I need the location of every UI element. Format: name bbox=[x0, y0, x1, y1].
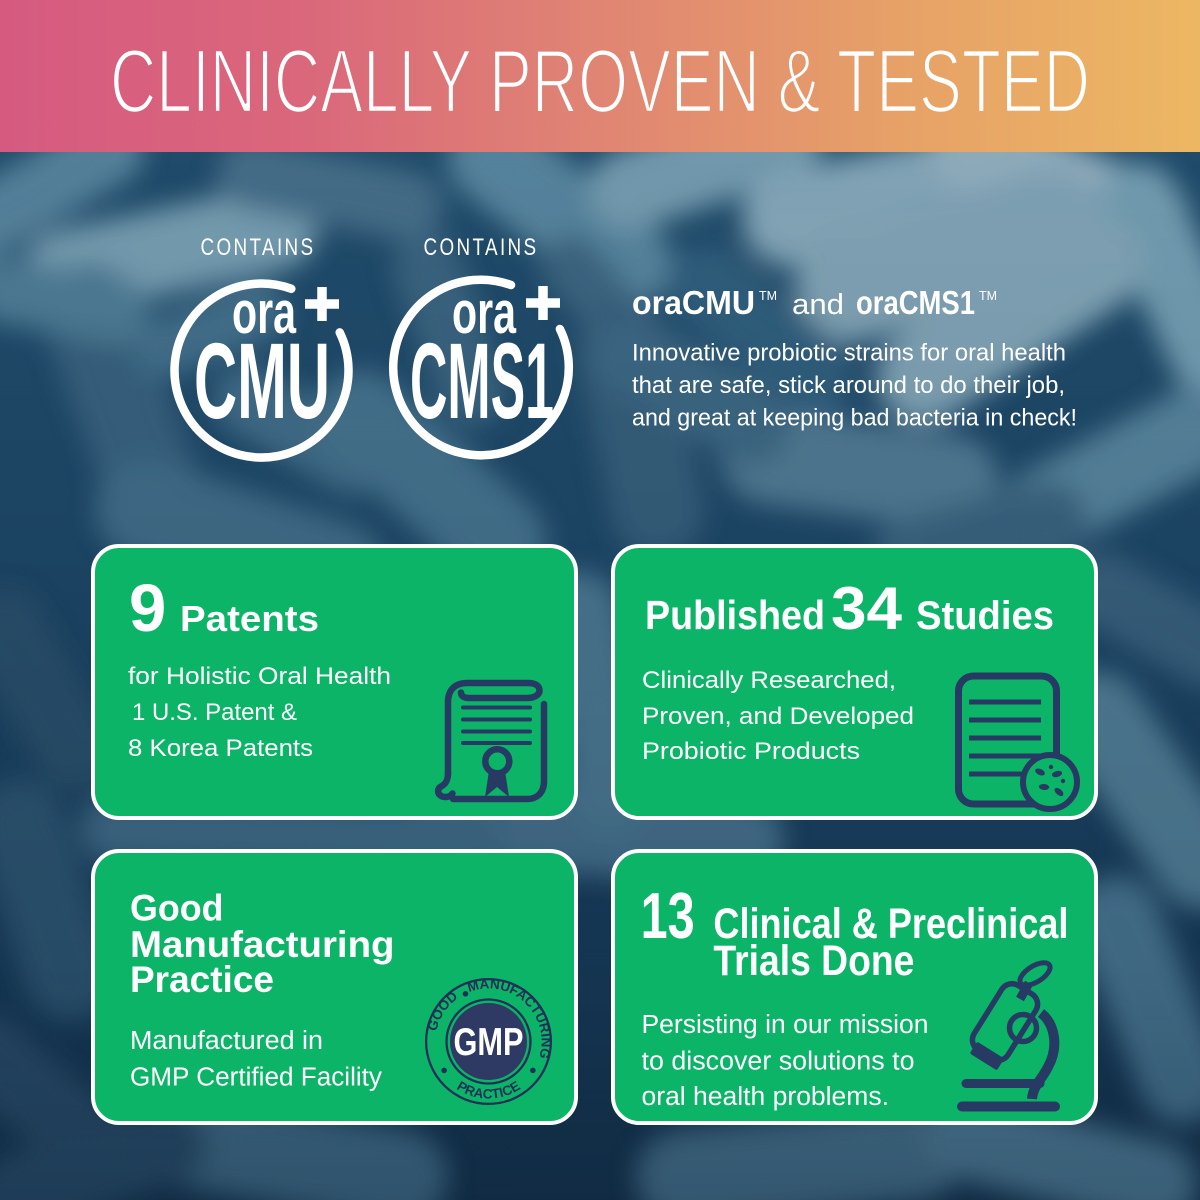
svg-text:GMP Certified Facility: GMP Certified Facility bbox=[130, 1063, 382, 1091]
svg-text:ora: ora bbox=[452, 279, 516, 346]
svg-text:8 Korea Patents: 8 Korea Patents bbox=[128, 735, 313, 762]
svg-text:Clinical & Preclinical: Clinical & Preclinical bbox=[713, 901, 1068, 948]
svg-text:oral health problems.: oral health problems. bbox=[642, 1083, 890, 1111]
svg-text:CMU: CMU bbox=[194, 320, 330, 441]
svg-text:CONTAINS: CONTAINS bbox=[424, 234, 539, 261]
svg-text:and great at keeping bad bacte: and great at keeping bad bacteria in che… bbox=[632, 405, 1077, 432]
svg-text:13: 13 bbox=[641, 879, 695, 952]
svg-text:1 U.S. Patent &: 1 U.S. Patent & bbox=[132, 699, 297, 726]
svg-text:Practice: Practice bbox=[130, 959, 274, 1000]
svg-text:for Holistic Oral Health: for Holistic Oral Health bbox=[128, 663, 391, 690]
svg-text:Manufactured in: Manufactured in bbox=[130, 1027, 323, 1055]
svg-text:that are safe, stick around to: that are safe, stick around to do their … bbox=[632, 372, 1065, 399]
svg-text:TM: TM bbox=[979, 289, 997, 303]
svg-text:Persisting in our mission: Persisting in our mission bbox=[642, 1011, 929, 1039]
svg-text:Trials Done: Trials Done bbox=[713, 938, 914, 985]
svg-text:oraCMU: oraCMU bbox=[632, 284, 755, 321]
svg-text:Good: Good bbox=[130, 888, 224, 929]
svg-text:Studies: Studies bbox=[916, 594, 1054, 638]
svg-text:Published: Published bbox=[645, 592, 825, 638]
svg-text:GMP: GMP bbox=[454, 1021, 524, 1064]
svg-text:Patents: Patents bbox=[180, 598, 319, 639]
svg-text:to discover solutions to: to discover solutions to bbox=[642, 1048, 915, 1076]
svg-text:Manufacturing: Manufacturing bbox=[130, 924, 395, 965]
svg-text:CMS1: CMS1 bbox=[410, 320, 554, 441]
svg-text:34: 34 bbox=[831, 575, 903, 642]
svg-text:Probiotic Products: Probiotic Products bbox=[642, 738, 860, 765]
svg-text:Clinically Researched,: Clinically Researched, bbox=[642, 667, 896, 694]
svg-text:and: and bbox=[792, 289, 844, 321]
svg-text:CLINICALLY PROVEN & TESTED: CLINICALLY PROVEN & TESTED bbox=[110, 32, 1090, 132]
svg-text:oraCMS1: oraCMS1 bbox=[856, 284, 975, 321]
svg-text:CONTAINS: CONTAINS bbox=[201, 234, 316, 261]
svg-text:Innovative probiotic strains f: Innovative probiotic strains for oral he… bbox=[632, 340, 1066, 367]
svg-text:9: 9 bbox=[129, 571, 166, 646]
svg-text:TM: TM bbox=[759, 289, 777, 303]
svg-text:PRACTICE: PRACTICE bbox=[455, 1078, 523, 1101]
svg-text:ora: ora bbox=[232, 279, 296, 346]
svg-text:Proven, and Developed: Proven, and Developed bbox=[642, 703, 914, 730]
